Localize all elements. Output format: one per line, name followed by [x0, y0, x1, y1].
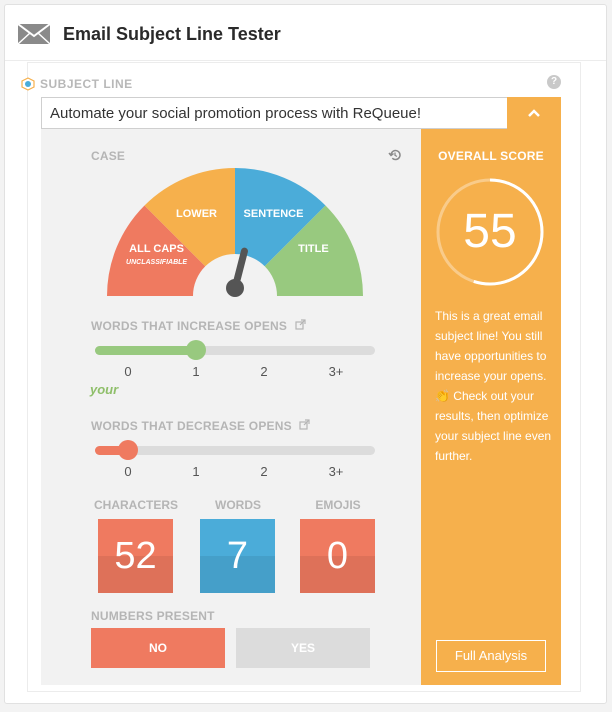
decrease-tick-2: 2 [260, 464, 268, 479]
envelope-icon [17, 23, 51, 45]
increase-tick-0: 0 [124, 364, 132, 379]
gauge-segment-lower[interactable] [144, 168, 235, 267]
characters-label: CHARACTERS [94, 498, 178, 512]
external-link-icon[interactable] [299, 419, 310, 430]
gauge-hub [226, 279, 244, 297]
gauge-segment-all-caps[interactable] [107, 205, 206, 296]
decrease-opens-fill [95, 446, 128, 455]
subject-line-label: SUBJECT LINE [40, 77, 133, 91]
tester-card [27, 62, 581, 692]
emojis-count: 0 [300, 519, 375, 593]
increase-opens-label: WORDS THAT INCREASE OPENS [91, 319, 306, 333]
increase-tick-3: 3+ [328, 364, 344, 379]
increase-opens-knob[interactable] [186, 340, 206, 360]
increase-opens-label-text: WORDS THAT INCREASE OPENS [91, 319, 288, 333]
increase-tick-1: 1 [192, 364, 200, 379]
full-analysis-button[interactable]: Full Analysis [436, 640, 546, 672]
widget-header: Email Subject Line Tester [5, 5, 606, 61]
characters-value: 52 [114, 535, 157, 577]
decrease-opens-label-text: WORDS THAT DECREASE OPENS [91, 419, 292, 433]
gauge-segment-sentence[interactable] [235, 168, 326, 267]
history-icon[interactable] [388, 148, 402, 162]
numbers-present-label: NUMBERS PRESENT [91, 609, 215, 623]
overall-score-title: OVERALL SCORE [438, 149, 544, 163]
subject-line-input[interactable] [41, 97, 507, 129]
increase-opens-track [95, 346, 375, 355]
numbers-yes-button[interactable]: YES [236, 628, 370, 668]
gauge-label-title: TITLE [298, 243, 329, 255]
increase-opens-fill [95, 346, 196, 355]
increase-tick-2: 2 [260, 364, 268, 379]
external-link-icon[interactable] [295, 319, 306, 330]
subject-line-icon [21, 77, 35, 91]
words-label: WORDS [215, 498, 261, 512]
decrease-tick-1: 1 [192, 464, 200, 479]
score-description: This is a great email subject line! You … [435, 309, 552, 463]
score-ring [436, 178, 544, 286]
chevron-up-icon [528, 109, 540, 117]
gauge-label-sentence: SENTENCE [244, 208, 304, 220]
score-ring-arc [436, 178, 544, 286]
case-gauge: ALL CAPS UNCLASSIFIABLE LOWER SENTENCE T… [107, 168, 363, 297]
emojis-value: 0 [326, 535, 349, 577]
overall-score-value: 55 [463, 205, 517, 258]
increase-word-tag: your [90, 382, 119, 397]
decrease-tick-3: 3+ [328, 464, 344, 479]
collapse-button[interactable] [507, 97, 561, 129]
gauge-sublabel-unclassifiable: UNCLASSIFIABLE [126, 259, 187, 266]
gauge-label-lower: LOWER [176, 208, 217, 220]
words-count: 7 [200, 519, 275, 593]
gauge-segment-title[interactable] [264, 205, 363, 296]
page-title: Email Subject Line Tester [63, 24, 281, 44]
decrease-opens-label: WORDS THAT DECREASE OPENS [91, 419, 310, 433]
help-icon[interactable]: ? [547, 75, 561, 89]
emojis-label: EMOJIS [315, 498, 361, 512]
words-value: 7 [226, 535, 249, 577]
overall-score-panel [421, 129, 561, 685]
gauge-label-all-caps: ALL CAPS [129, 243, 184, 255]
decrease-opens-knob[interactable] [118, 440, 138, 460]
decrease-tick-0: 0 [124, 464, 132, 479]
case-label: CASE [91, 149, 126, 163]
decrease-opens-track [95, 446, 375, 455]
characters-count: 52 [98, 519, 173, 593]
numbers-no-button[interactable]: NO [91, 628, 225, 668]
